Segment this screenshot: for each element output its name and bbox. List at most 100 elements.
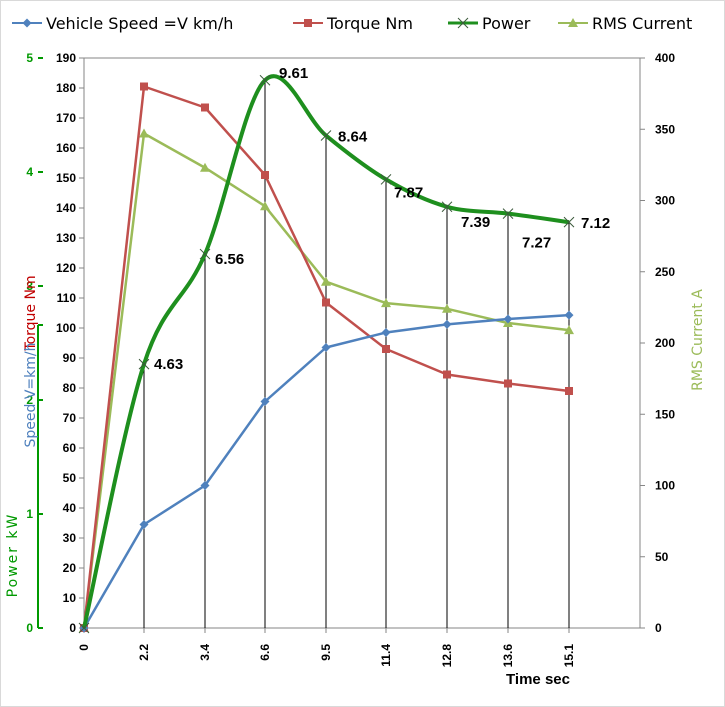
x-tick-label: 0: [77, 644, 91, 651]
y-tick-label-left: 90: [63, 351, 77, 365]
y-tick-label-power: 1: [26, 507, 33, 521]
data-point: [380, 174, 392, 185]
data-point: [565, 387, 573, 395]
data-point: [260, 201, 270, 211]
data-point: [200, 162, 210, 172]
data-labels: 4.63 6.56 9.61 8.64 7.87 7.39 7.27 7.12: [154, 65, 610, 373]
legend-label: Vehicle Speed =V km/h: [46, 14, 233, 33]
data-point: [201, 103, 209, 112]
y-tick-label-left: 10: [63, 591, 77, 605]
y-tick-label-left: 110: [57, 291, 77, 305]
y-tick-label-left: 120: [56, 261, 76, 275]
y-tick-label-left: 130: [56, 231, 76, 245]
data-point: [322, 298, 330, 307]
y-tick-label-power: 4: [26, 165, 33, 179]
y-tick-label-left: 50: [63, 471, 77, 485]
y-tick-label-right: 0: [655, 621, 662, 635]
y-tick-label-right: 100: [655, 479, 675, 493]
data-point: [261, 171, 269, 179]
data-point: [140, 82, 148, 91]
series-vehicle-speed-v-km-h: [79, 310, 574, 633]
data-point: [442, 319, 452, 329]
y-tick-label-left: 190: [56, 51, 76, 65]
power-data-label: 8.64: [338, 129, 368, 146]
x-tick-label: 13.6: [501, 644, 515, 668]
power-data-label: 9.61: [279, 65, 308, 82]
y-tick-label-right: 400: [655, 51, 675, 65]
data-point: [563, 216, 575, 228]
data-point: [321, 276, 331, 286]
series-torque-nm: [80, 82, 573, 632]
legend-marker: [304, 19, 312, 27]
y-axis-title-speed: Speed V=km/h: [23, 343, 39, 448]
y-tick-label-left: 100: [56, 321, 76, 335]
power-data-label: 7.12: [581, 215, 610, 232]
data-point: [441, 201, 453, 213]
data-point: [564, 325, 574, 335]
data-point: [320, 130, 332, 141]
data-point: [443, 370, 451, 379]
y-axis-title-rms-current: RMS Current A: [690, 289, 706, 391]
data-point: [381, 298, 391, 308]
data-point: [260, 397, 270, 406]
x-tick-label: 11.4: [379, 644, 393, 667]
y-tick-label-left: 20: [63, 561, 77, 575]
y-tick-label-left: 80: [63, 381, 77, 395]
data-point: [139, 128, 149, 138]
y-tick-label-left: 0: [69, 621, 76, 635]
y-tick-label-left: 150: [56, 171, 76, 185]
y-tick-label-right: 200: [655, 336, 675, 350]
data-point: [138, 358, 150, 370]
data-point: [504, 379, 512, 388]
series-layer: [78, 74, 575, 634]
y-tick-label-power: 0: [26, 621, 33, 635]
data-point: [200, 481, 210, 490]
power-data-label: 7.39: [461, 214, 490, 231]
data-point: [382, 345, 390, 353]
legend-item: Power: [448, 14, 531, 33]
y-tick-label-left: 60: [63, 441, 77, 455]
data-point: [199, 248, 211, 260]
data-point: [503, 314, 513, 324]
x-axis-title: Time sec: [506, 671, 570, 688]
power-data-label: 7.87: [394, 184, 423, 201]
x-tick-label: 12.8: [440, 644, 454, 668]
axes: 0102030405060708090100110120130140150160…: [26, 51, 675, 667]
y-axis-title-torque: Torque Nm: [23, 275, 39, 351]
data-point: [321, 343, 331, 352]
legend-marker: [457, 17, 469, 29]
legend-marker: [568, 18, 578, 27]
y-tick-label-left: 160: [56, 141, 76, 155]
data-point: [139, 520, 149, 529]
series-power: [78, 74, 575, 634]
y-tick-label-left: 140: [56, 201, 76, 215]
y-tick-label-left: 30: [63, 531, 77, 545]
y-tick-label-left: 170: [56, 111, 76, 125]
power-data-label: 7.27: [522, 235, 551, 252]
legend-label: RMS Current: [592, 14, 692, 33]
data-point: [78, 622, 90, 634]
y-tick-label-right: 150: [655, 407, 675, 421]
data-point: [564, 310, 574, 320]
legend-item: RMS Current: [558, 14, 692, 33]
legend-marker: [22, 18, 32, 28]
legend-label: Torque Nm: [326, 14, 413, 33]
legend-item: Vehicle Speed =V km/h: [12, 14, 233, 33]
y-tick-label-power: 2: [26, 393, 33, 407]
y-tick-label-left: 40: [63, 501, 77, 515]
y-tick-label-power: 3: [26, 279, 33, 293]
data-point: [442, 303, 452, 313]
x-tick-label: 15.1: [562, 644, 576, 668]
y-tick-label-right: 300: [655, 194, 675, 208]
legend-label: Power: [482, 14, 531, 33]
legend: Vehicle Speed =V km/h Torque Nm Power RMS C…: [12, 14, 692, 33]
legend-item: Torque Nm: [293, 14, 413, 33]
y-tick-label-left: 180: [56, 81, 76, 95]
data-point: [259, 74, 271, 86]
x-tick-label: 9.5: [319, 644, 333, 661]
x-tick-label: 3.4: [198, 644, 212, 661]
series-line: [82, 74, 570, 629]
y-tick-label-left: 70: [63, 411, 77, 425]
